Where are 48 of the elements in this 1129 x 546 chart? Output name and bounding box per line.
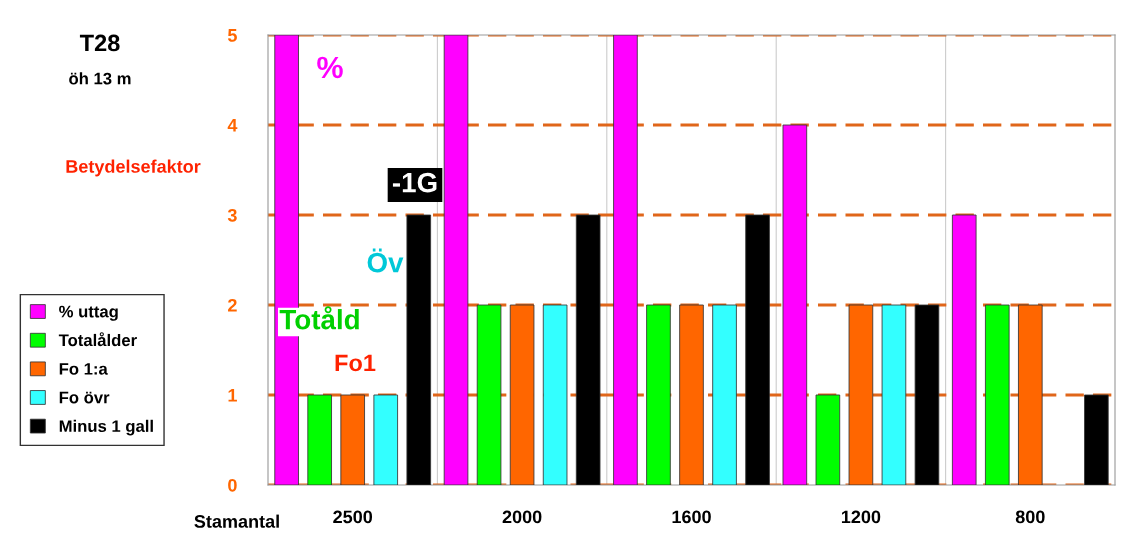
legend-label: Totalålder	[58, 332, 137, 347]
x-axis-title: Stamantal	[194, 514, 279, 528]
annotation: Totåld	[279, 306, 359, 330]
annotation: %	[317, 56, 343, 79]
x-tick-label: 2500	[333, 510, 373, 524]
bar	[406, 214, 432, 485]
bar	[951, 214, 977, 485]
annotation: Öv	[367, 248, 404, 273]
x-tick-label: 1600	[672, 510, 711, 524]
bar	[881, 304, 907, 485]
bar	[782, 124, 808, 485]
bar	[373, 394, 399, 485]
annotation: -1G	[392, 172, 437, 193]
annotation: Fo1	[335, 354, 376, 372]
bar	[745, 214, 770, 485]
y-tick-label: 3	[227, 208, 237, 222]
y-tick-label: 0	[228, 478, 237, 492]
bar	[1018, 304, 1043, 485]
y-tick-label: 5	[227, 29, 237, 42]
bar	[984, 304, 1010, 485]
bar	[542, 304, 568, 485]
bar	[509, 304, 535, 485]
text: öh 13 m	[69, 72, 131, 85]
chart-title: T28	[79, 34, 120, 52]
bar	[1084, 394, 1109, 485]
y-tick-label: 1	[228, 389, 237, 402]
x-tick-label: 2000	[502, 510, 542, 524]
x-tick-label: 800	[1015, 510, 1045, 524]
bar	[575, 214, 601, 485]
y-tick-label: 2	[228, 298, 237, 312]
y-tick-label: 4	[227, 119, 238, 132]
bar	[613, 35, 638, 485]
bar	[679, 304, 704, 485]
y-axis-title: Betydelsefaktor	[66, 159, 201, 177]
bar	[443, 35, 469, 485]
bar	[914, 304, 940, 485]
bar	[307, 394, 332, 485]
bar	[476, 304, 502, 485]
bar	[340, 394, 365, 485]
x-tick-label: 1200	[841, 510, 881, 524]
bar	[712, 304, 737, 485]
legend-label: % uttag	[59, 305, 118, 321]
legend-label: Minus 1 gall	[59, 419, 153, 436]
bar	[815, 394, 841, 485]
legend-label: Fo övr	[59, 391, 110, 404]
bar	[848, 304, 874, 485]
legend-label: Fo 1:a	[59, 363, 108, 375]
bar	[646, 304, 671, 485]
